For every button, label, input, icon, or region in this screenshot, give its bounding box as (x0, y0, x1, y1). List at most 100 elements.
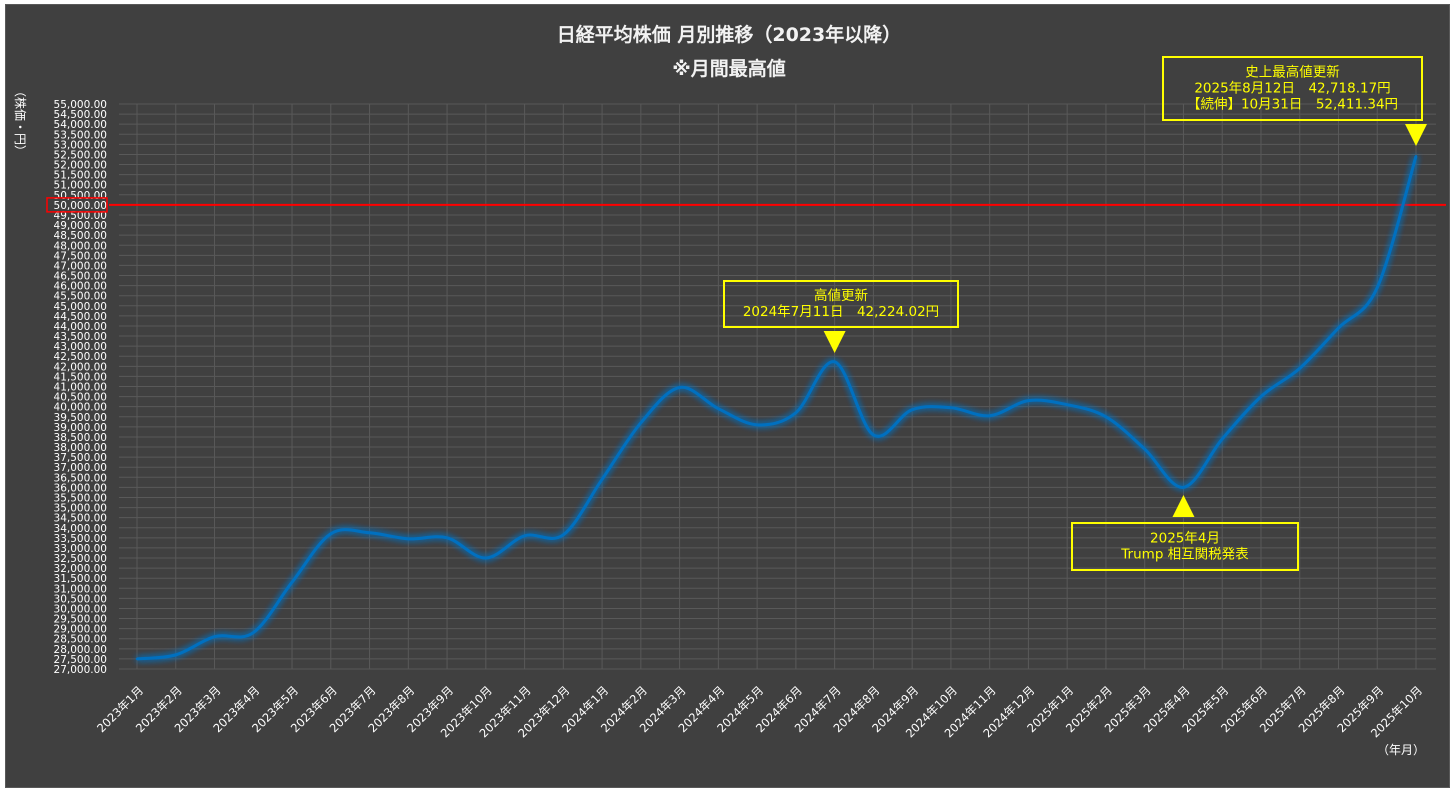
y-tick-label: 33,000.00 (54, 543, 107, 555)
y-tick-label: 35,500.00 (54, 492, 107, 504)
annotation-box (1071, 522, 1299, 571)
data-point (1182, 486, 1185, 489)
annotation-text: 高値更新 (814, 287, 868, 304)
y-tick-label: 33,500.00 (54, 533, 107, 545)
chart-svg: 日経平均株価 月別推移（2023年以降） ※月間最高値 27,000.0027,… (13, 23, 1446, 757)
y-tick-label: 43,500.00 (54, 331, 107, 343)
y-tick-label: 53,500.00 (54, 129, 107, 141)
y-tick-label: 31,500.00 (54, 573, 107, 585)
series-line (136, 155, 1418, 661)
y-tick-label: 32,000.00 (54, 563, 107, 575)
y-tick-label: 41,000.00 (54, 382, 107, 394)
data-point (329, 532, 332, 536)
data-point (562, 533, 565, 537)
arrow-down-icon (1405, 124, 1427, 146)
y-tick-label: 27,000.00 (54, 664, 107, 676)
y-tick-label: 40,500.00 (54, 392, 107, 404)
chart-subtitle: ※月間最高値 (672, 57, 785, 80)
chart-title: 日経平均株価 月別推移（2023年以降） (557, 23, 902, 46)
y-tick-label: 28,000.00 (54, 644, 107, 656)
y-tick-label: 42,500.00 (54, 351, 107, 363)
data-point (678, 386, 681, 389)
y-tick-label: 42,000.00 (54, 361, 107, 373)
data-point (794, 411, 798, 414)
y-tick-label: 31,000.00 (54, 583, 107, 595)
y-tick-label: 29,000.00 (54, 624, 107, 636)
arrow-down-icon (823, 331, 846, 353)
data-point (484, 556, 488, 560)
y-tick-label: 32,500.00 (54, 553, 107, 565)
data-point (368, 531, 371, 534)
y-tick-label: 53,000.00 (54, 139, 107, 151)
y-tick-label: 34,500.00 (54, 513, 107, 525)
data-point (1298, 367, 1301, 370)
y-tick-label: 36,500.00 (54, 472, 107, 484)
y-tick-label: 27,500.00 (54, 654, 107, 666)
data-point (1065, 403, 1069, 406)
y-tick-label: 44,500.00 (54, 311, 107, 323)
x-axis-label: （年月） (1377, 743, 1425, 757)
y-tick-label: 39,500.00 (54, 412, 107, 424)
y-tick-label: 55,000.00 (54, 99, 107, 111)
y-tick-label: 48,000.00 (54, 240, 107, 252)
y-tick-label: 50,500.00 (54, 190, 107, 202)
annotation-box (1162, 56, 1423, 121)
data-point (717, 407, 720, 410)
y-tick-label: 46,500.00 (54, 271, 107, 283)
y-tick-label: 29,500.00 (54, 614, 107, 626)
data-point (1376, 286, 1379, 289)
annotation-text: 【続伸】10月31日 52,411.34円 (1187, 97, 1398, 113)
annotation-box (723, 280, 959, 328)
y-tick-label: 36,000.00 (54, 482, 107, 494)
y-tick-label: 28,500.00 (54, 634, 107, 646)
y-tick-label: 49,500.00 (54, 210, 107, 222)
y-tick-label: 37,000.00 (54, 462, 107, 474)
y-tick-label: 43,000.00 (54, 341, 107, 353)
x-axis-ticks: 2023年1月2023年2月2023年3月2023年4月2023年5月2023年… (94, 683, 1425, 740)
highlighted-tick-box (46, 197, 108, 213)
data-point (600, 478, 604, 481)
y-tick-label: 45,000.00 (54, 301, 107, 313)
y-tick-label: 51,500.00 (54, 170, 107, 182)
data-point (1143, 447, 1146, 451)
chart-frame: 日経平均株価 月別推移（2023年以降） ※月間最高値 27,000.00 27,… (5, 4, 1450, 788)
y-tick-label: 44,000.00 (54, 321, 107, 333)
y-tick-label: 47,500.00 (54, 250, 107, 262)
data-point (755, 423, 759, 427)
data-point (833, 360, 836, 364)
y-tick-label: 50,000.00 (54, 200, 107, 212)
data-point (213, 635, 216, 638)
y-tick-label: 52,000.00 (54, 160, 107, 172)
y-tick-label: 41,500.00 (54, 371, 107, 383)
data-point (1337, 326, 1340, 330)
y-axis-label: （株価・円） (13, 85, 28, 157)
annotation-text: 史上最高値更新 (1245, 64, 1340, 81)
data-point (1221, 437, 1224, 441)
annotation-text: 2025年4月 (1150, 531, 1220, 547)
data-point (1104, 415, 1108, 418)
y-tick-label: 37,500.00 (54, 452, 107, 464)
data-point (1259, 395, 1263, 398)
data-point (1027, 399, 1030, 402)
y-tick-label: 46,000.00 (54, 281, 107, 293)
data-point (174, 653, 177, 657)
y-tick-label: 54,500.00 (54, 109, 107, 121)
y-tick-label: 40,000.00 (54, 402, 107, 414)
y-tick-label: 51,000.00 (54, 180, 107, 192)
annotation-text: 2024年7月11日 42,224.02円 (743, 304, 939, 320)
data-point (252, 631, 255, 634)
y-tick-label: 48,500.00 (54, 230, 107, 242)
y-tick-label: 39,000.00 (54, 422, 107, 434)
y-tick-label: 38,500.00 (54, 432, 107, 444)
y-tick-label: 49,000.00 (54, 220, 107, 232)
grid-lines (119, 103, 1436, 670)
y-tick-label: 45,500.00 (54, 291, 107, 303)
y-tick-label: 30,000.00 (54, 603, 107, 615)
data-point (407, 537, 410, 541)
data-point (949, 406, 953, 409)
series-group (135, 155, 1418, 661)
data-point (872, 433, 875, 437)
